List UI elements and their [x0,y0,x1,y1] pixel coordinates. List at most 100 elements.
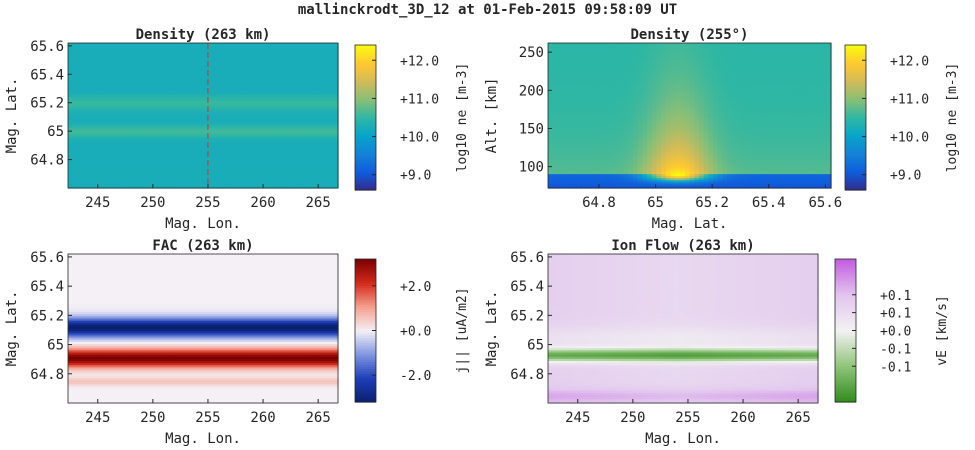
heatmap-cell [122,138,128,141]
heatmap-cell [632,163,639,166]
heatmap-cell [329,127,335,131]
heatmap-cell [783,173,790,177]
heatmap-cell [104,82,110,86]
heatmap-cell [194,140,200,144]
heatmap-cell [284,142,290,146]
heatmap-cell [656,175,662,179]
heatmap-cell [153,61,159,65]
heatmap-cell [207,161,213,164]
heatmap-cell [270,103,276,106]
heatmap-cell [722,165,728,168]
heatmap-cell [230,103,236,106]
heatmap-cell [149,74,155,77]
heatmap-cell [162,165,168,168]
heatmap-cell [239,82,245,86]
heatmap-cell [275,55,281,59]
heatmap-cell [126,80,132,83]
heatmap-cell [198,130,204,133]
heatmap-cell [167,72,173,75]
heatmap-cell [207,171,213,175]
heatmap-cell [158,86,164,90]
heatmap-cell [185,107,191,110]
heatmap-cell [225,132,231,135]
heatmap-cell [311,123,317,127]
heatmap-cell [171,84,177,88]
heatmap-cell [234,57,240,61]
heatmap-cell [180,138,186,141]
heatmap-cell [153,92,159,96]
heatmap-cell [216,59,222,63]
heatmap-cell [122,125,128,129]
heatmap-cell [212,121,218,125]
heatmap-cell [189,152,195,156]
heatmap-cell [302,165,308,168]
heatmap-cell [279,65,285,69]
heatmap-cell [113,132,119,135]
heatmap-cell [72,183,78,187]
heatmap-cell [297,90,303,94]
heatmap-cell [167,78,173,81]
heatmap-cell [315,169,321,173]
heatmap-cell [764,169,771,173]
heatmap-cell [708,165,714,168]
heatmap-cell [203,144,209,148]
heatmap-cell [185,169,191,173]
heatmap-cell [257,103,263,106]
heatmap-cell [162,61,168,65]
heatmap-cell [158,146,164,150]
heatmap-cell [95,80,101,83]
heatmap-cell [77,63,83,67]
heatmap-cell [185,43,191,46]
heatmap-cell [252,117,258,121]
heatmap-cell [302,144,308,148]
heatmap-cell [288,53,294,57]
heatmap-cell [566,181,573,185]
heatmap-cell [750,165,757,168]
heatmap-cell [140,152,146,156]
heatmap-cell [329,72,335,75]
heatmap-cell [225,181,231,185]
heatmap-cell [637,181,643,185]
heatmap-cell [284,101,290,104]
heatmap-cell [216,154,222,158]
heatmap-cell [703,171,709,175]
heatmap-cell [230,169,236,173]
heatmap-cell [230,138,236,141]
heatmap-cell [104,45,110,48]
heatmap-cell [158,134,164,137]
heatmap-cell [198,181,204,185]
heatmap-cell [257,117,263,121]
heatmap-cell [180,49,186,52]
heatmap-cell [581,177,587,181]
heatmap-cell [571,169,577,173]
heatmap-cell [665,185,672,189]
heatmap-cell [311,125,317,129]
heatmap-cell [324,175,330,179]
heatmap-cell [329,69,335,73]
heatmap-cell [212,98,218,102]
heatmap-cell [329,49,335,52]
heatmap-cell [324,119,330,123]
heatmap-cell [113,67,119,71]
heatmap-cell [176,183,182,187]
heatmap-cell [297,115,303,119]
heatmap-cell [230,148,236,152]
heatmap-cell [126,109,132,112]
heatmap-cell [99,165,105,168]
heatmap-cell [68,51,74,54]
heatmap-cell [243,84,249,88]
heatmap-cell [670,163,676,166]
heatmap-cell [212,183,218,187]
heatmap-cell [162,123,168,127]
heatmap-cell [122,43,128,46]
heatmap-cell [203,161,209,164]
heatmap-cell [126,130,132,133]
heatmap-cell [81,51,87,54]
heatmap-cell [158,181,164,185]
heatmap-cell [203,169,209,173]
heatmap-cell [623,181,629,185]
heatmap-cell [248,72,254,75]
heatmap-cell [320,156,326,160]
heatmap-cell [117,92,123,96]
heatmap-cell [623,175,629,179]
